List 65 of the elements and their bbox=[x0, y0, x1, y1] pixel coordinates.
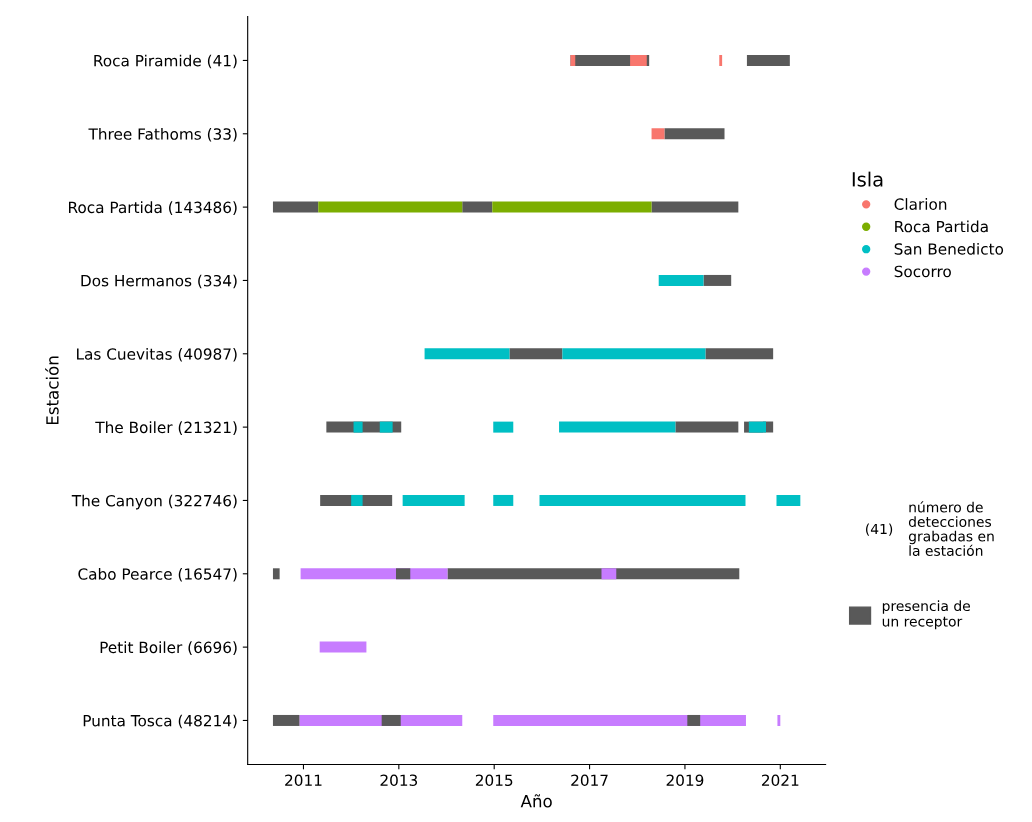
bar bbox=[687, 714, 701, 726]
y-tick-label: Dos Hermanos (334) bbox=[81, 274, 237, 289]
legend-title: Isla bbox=[852, 171, 883, 187]
x-axis-title: Año bbox=[520, 794, 552, 808]
bar bbox=[462, 201, 493, 213]
legend-label: Roca Partida bbox=[895, 220, 988, 233]
bar bbox=[746, 54, 790, 66]
x-tick-label: 2013 bbox=[380, 774, 418, 787]
y-tick-label: Roca Piramide (41) bbox=[94, 54, 237, 69]
bar bbox=[601, 568, 617, 580]
bar bbox=[493, 714, 746, 726]
bar bbox=[570, 54, 576, 66]
y-tick-label: Roca Partida (143486) bbox=[69, 201, 237, 215]
bar bbox=[748, 421, 766, 433]
bar bbox=[353, 421, 363, 433]
y-tick-label: Cabo Pearce (16547) bbox=[78, 567, 237, 582]
bar bbox=[675, 421, 739, 433]
bar bbox=[319, 641, 367, 653]
bar bbox=[272, 714, 300, 726]
bar bbox=[272, 201, 319, 213]
bar bbox=[719, 54, 723, 66]
bar bbox=[777, 714, 781, 726]
bar bbox=[493, 421, 514, 433]
bar bbox=[630, 54, 647, 66]
x-tick-label: 2021 bbox=[761, 774, 799, 787]
legend-label: San Benedicto bbox=[894, 242, 1004, 255]
bar bbox=[559, 421, 676, 433]
bar bbox=[424, 348, 510, 360]
legend-label: Socorro bbox=[894, 265, 951, 278]
bar bbox=[658, 274, 704, 286]
bar bbox=[381, 714, 401, 726]
y-tick-label: Three Fathoms (33) bbox=[88, 127, 237, 142]
x-tick-label: 2011 bbox=[285, 774, 322, 787]
bar bbox=[703, 274, 732, 286]
x-tick-label: 2017 bbox=[571, 774, 608, 787]
legend-label: Clarion bbox=[894, 198, 947, 210]
bar bbox=[562, 348, 706, 360]
y-tick-label: Punta Tosca (48214) bbox=[83, 714, 237, 729]
bar bbox=[395, 568, 411, 580]
bar bbox=[509, 348, 563, 360]
bar bbox=[492, 201, 652, 213]
bar bbox=[776, 494, 801, 506]
y-axis-title: Estación bbox=[45, 356, 59, 425]
bar bbox=[539, 494, 746, 506]
bar bbox=[664, 128, 725, 140]
text: (41) bbox=[866, 523, 893, 536]
y-tick-label: The Boiler (21321) bbox=[95, 421, 237, 435]
bar bbox=[493, 494, 514, 506]
bar bbox=[651, 128, 665, 140]
bar bbox=[300, 568, 448, 580]
y-tick-label: Petit Boiler (6696) bbox=[100, 641, 237, 655]
bar bbox=[379, 421, 393, 433]
bar bbox=[447, 568, 740, 580]
x-tick-label: 2015 bbox=[475, 774, 513, 787]
bar bbox=[402, 494, 465, 506]
bar bbox=[651, 201, 739, 213]
y-tick-label: Las Cuevitas (40987) bbox=[77, 347, 237, 362]
legend-label: presencia de un receptor bbox=[882, 600, 970, 630]
text: número de detecciones grabadas en la estación bbox=[908, 501, 994, 556]
bar bbox=[272, 568, 280, 580]
bar bbox=[318, 201, 463, 213]
bar bbox=[351, 494, 363, 506]
x-tick-label: 2019 bbox=[666, 774, 704, 787]
bar bbox=[705, 348, 774, 360]
y-tick-label: The Canyon (322746) bbox=[71, 494, 237, 510]
